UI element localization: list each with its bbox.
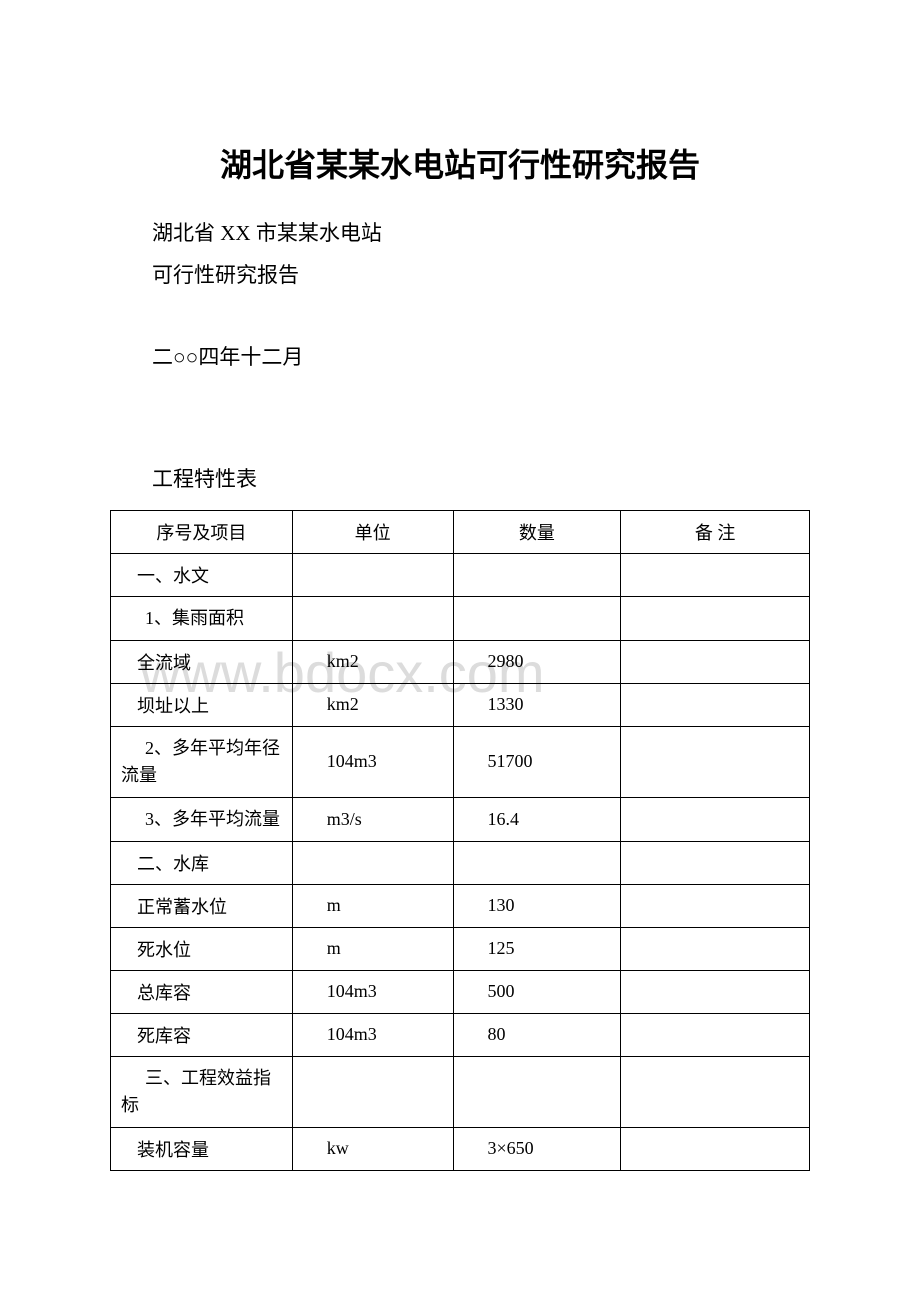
table-cell: 一、水文 (111, 553, 293, 596)
table-cell: 2、多年平均年径流量 (111, 726, 293, 797)
table-cell (621, 970, 810, 1013)
table-cell: 1、集雨面积 (111, 596, 293, 640)
table-cell (621, 1056, 810, 1127)
table-cell: 3×650 (453, 1127, 621, 1170)
spacer (110, 380, 810, 460)
table-cell: m (292, 884, 453, 927)
table-header-row: 序号及项目 单位 数量 备 注 (111, 510, 810, 553)
paragraph-subtitle-1: 湖北省 XX 市某某水电站 (110, 214, 810, 254)
table-row: 死水位 m 125 (111, 927, 810, 970)
table-row: 总库容 104m3 500 (111, 970, 810, 1013)
table-cell: 总库容 (111, 970, 293, 1013)
table-header-cell: 序号及项目 (111, 510, 293, 553)
table-cell (453, 596, 621, 640)
table-header-cell: 备 注 (621, 510, 810, 553)
table-cell (621, 683, 810, 726)
table-cell: m3/s (292, 797, 453, 841)
table-cell: 坝址以上 (111, 683, 293, 726)
table-cell (621, 1013, 810, 1056)
table-cell (621, 1127, 810, 1170)
paragraph-date: 二○○四年十二月 (110, 338, 810, 378)
table-cell (621, 553, 810, 596)
table-cell (453, 553, 621, 596)
table-cell: 125 (453, 927, 621, 970)
table-cell: 130 (453, 884, 621, 927)
table-row: 一、水文 (111, 553, 810, 596)
characteristics-table: 序号及项目 单位 数量 备 注 一、水文 1、集雨面积 全流域 km2 2980… (110, 510, 810, 1171)
table-row: 死库容 104m3 80 (111, 1013, 810, 1056)
table-cell: 16.4 (453, 797, 621, 841)
table-header-cell: 数量 (453, 510, 621, 553)
table-cell: m (292, 927, 453, 970)
table-cell: 104m3 (292, 1013, 453, 1056)
table-cell (292, 596, 453, 640)
table-cell (621, 640, 810, 683)
table-cell: 正常蓄水位 (111, 884, 293, 927)
table-row: 全流域 km2 2980 (111, 640, 810, 683)
table-cell: 2980 (453, 640, 621, 683)
table-cell (453, 1056, 621, 1127)
table-cell: 装机容量 (111, 1127, 293, 1170)
table-cell: 3、多年平均流量 (111, 797, 293, 841)
table-cell (621, 797, 810, 841)
table-row: 装机容量 kw 3×650 (111, 1127, 810, 1170)
table-cell (621, 596, 810, 640)
table-cell: 500 (453, 970, 621, 1013)
table-row: 1、集雨面积 (111, 596, 810, 640)
document-content: 湖北省某某水电站可行性研究报告 湖北省 XX 市某某水电站 可行性研究报告 二○… (110, 140, 810, 1171)
table-cell: km2 (292, 683, 453, 726)
document-title: 湖北省某某水电站可行性研究报告 (110, 140, 810, 186)
table-header-cell: 单位 (292, 510, 453, 553)
table-section-title: 工程特性表 (110, 460, 810, 500)
table-cell (292, 553, 453, 596)
table-cell: 死库容 (111, 1013, 293, 1056)
table-row: 坝址以上 km2 1330 (111, 683, 810, 726)
table-cell (292, 1056, 453, 1127)
table-cell (621, 726, 810, 797)
table-cell: 全流域 (111, 640, 293, 683)
spacer (110, 298, 810, 338)
table-cell: 104m3 (292, 726, 453, 797)
table-row: 2、多年平均年径流量 104m3 51700 (111, 726, 810, 797)
table-cell: 死水位 (111, 927, 293, 970)
table-row: 正常蓄水位 m 130 (111, 884, 810, 927)
table-row: 二、水库 (111, 841, 810, 884)
table-cell (621, 884, 810, 927)
table-cell: 104m3 (292, 970, 453, 1013)
table-cell: 1330 (453, 683, 621, 726)
table-cell (292, 841, 453, 884)
table-row: 3、多年平均流量 m3/s 16.4 (111, 797, 810, 841)
table-cell (621, 841, 810, 884)
table-cell (621, 927, 810, 970)
table-cell: km2 (292, 640, 453, 683)
table-row: 三、工程效益指标 (111, 1056, 810, 1127)
table-cell: 51700 (453, 726, 621, 797)
table-cell: 三、工程效益指标 (111, 1056, 293, 1127)
paragraph-subtitle-2: 可行性研究报告 (110, 256, 810, 296)
table-cell (453, 841, 621, 884)
table-cell: 80 (453, 1013, 621, 1056)
table-cell: kw (292, 1127, 453, 1170)
table-cell: 二、水库 (111, 841, 293, 884)
